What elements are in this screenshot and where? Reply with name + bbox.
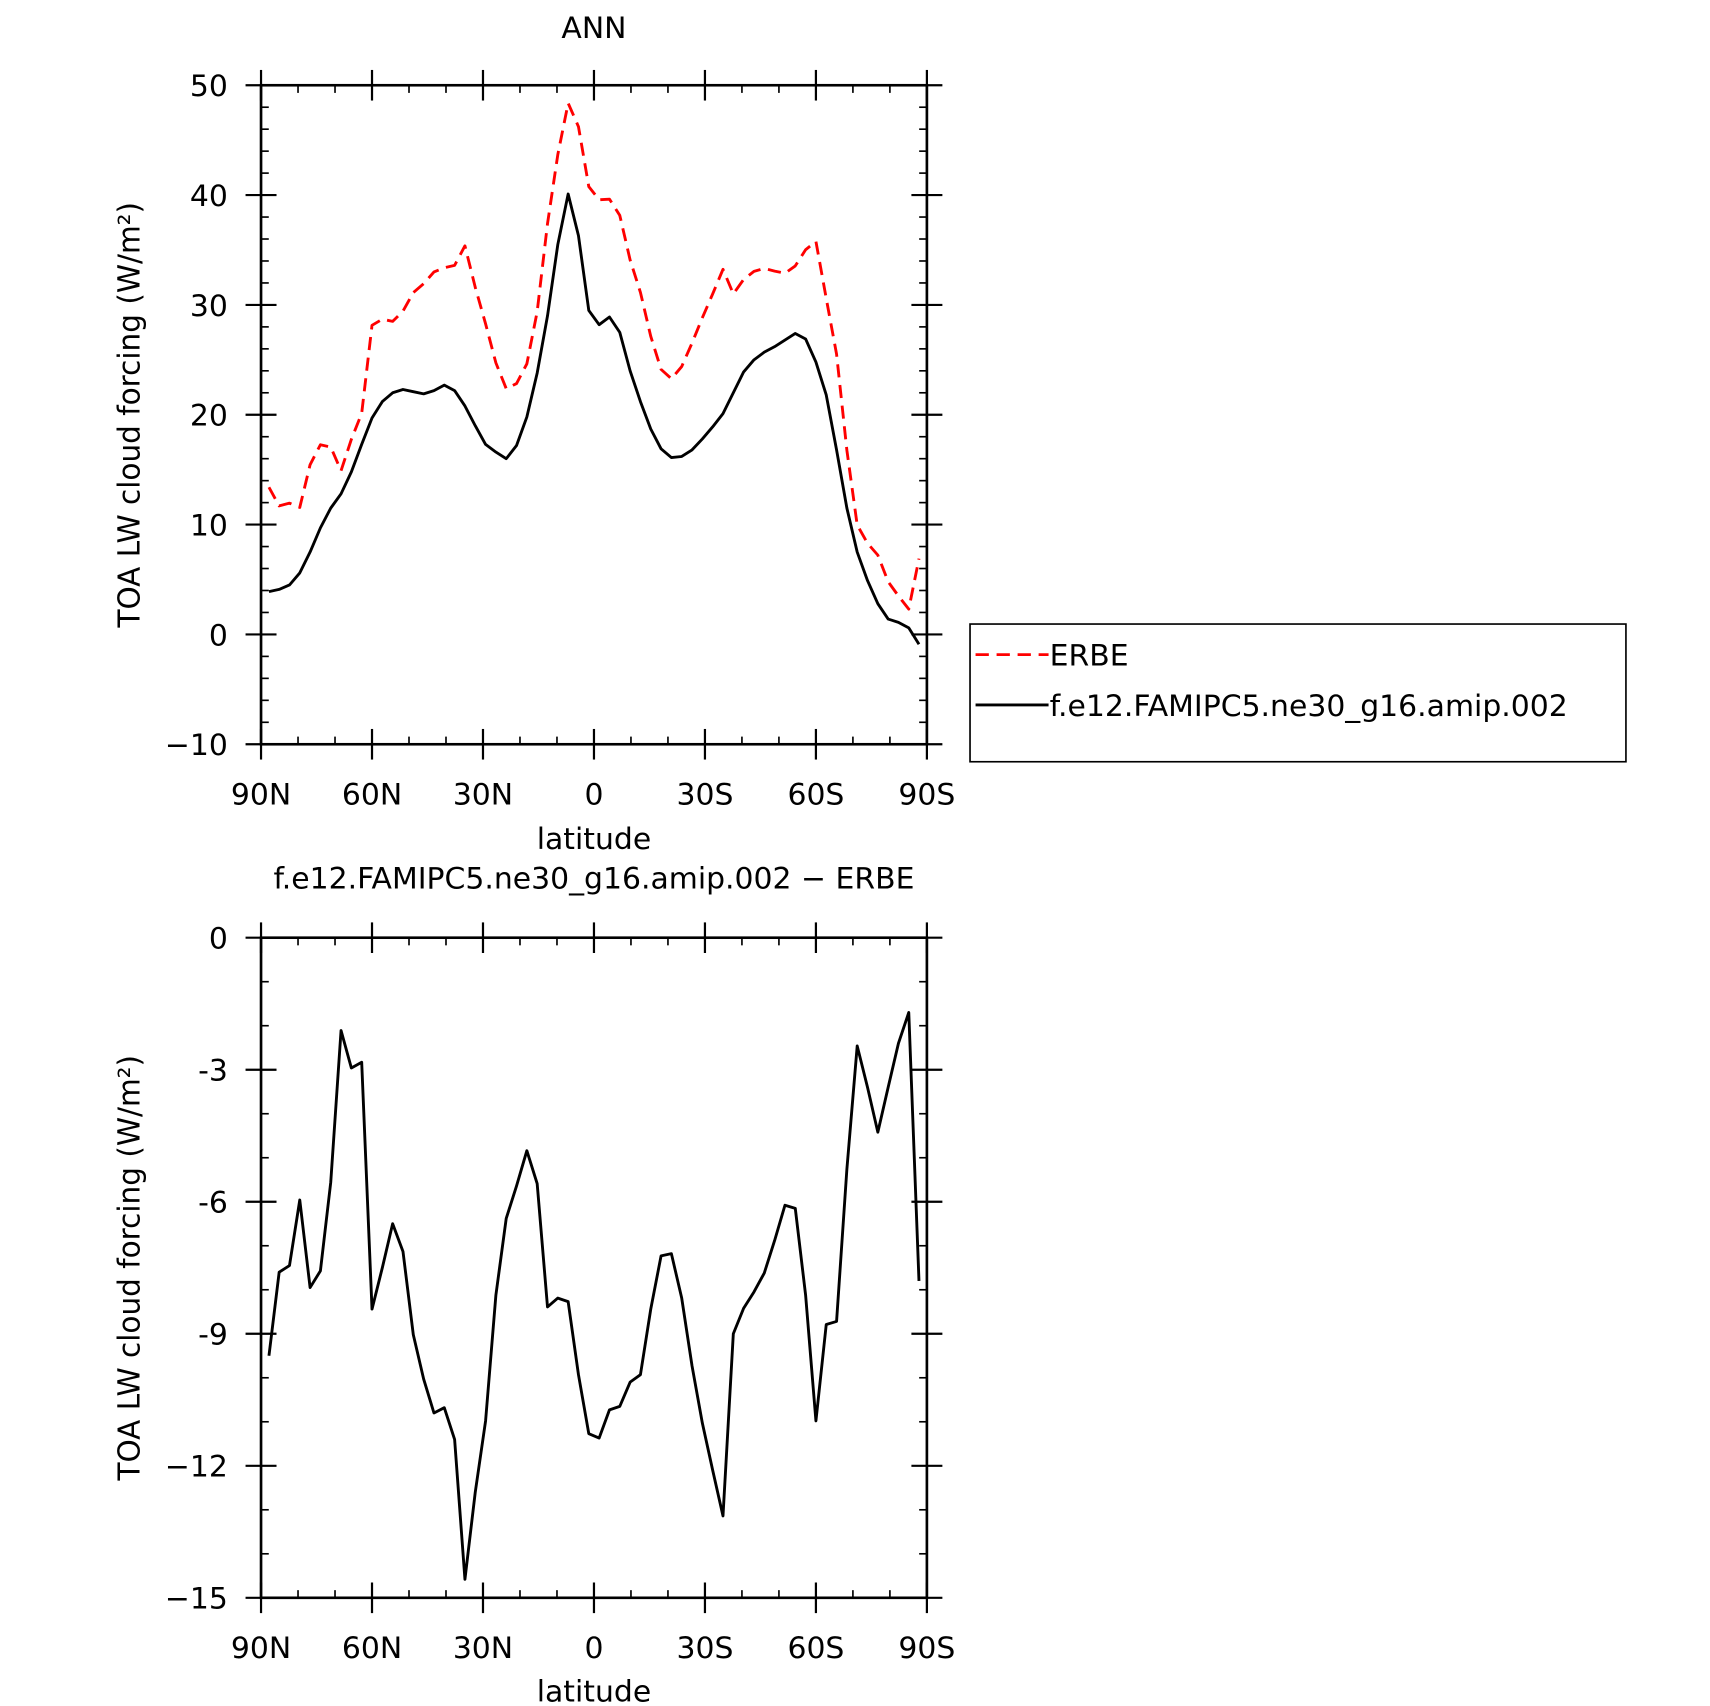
y-tick-label: 20 — [190, 398, 228, 433]
y-tick-label: 50 — [190, 68, 228, 103]
x-tick-label: 0 — [584, 1630, 603, 1665]
legend-box — [969, 623, 1627, 763]
x-tick-label: 90S — [898, 777, 955, 812]
x-tick-label: 60S — [787, 777, 844, 812]
y-tick-label: 30 — [190, 288, 228, 323]
plot-frame — [259, 936, 929, 1600]
y-tick-label: 0 — [209, 618, 228, 653]
y-tick-label: 40 — [190, 178, 228, 213]
data-line — [267, 1011, 921, 1581]
x-axis-label: latitude — [537, 821, 652, 856]
x-tick-label: 30S — [676, 777, 733, 812]
x-tick-label: 60N — [342, 1630, 402, 1665]
x-tick-label: 90S — [898, 1630, 955, 1665]
y-axis-label: TOA LW cloud forcing (W/m²) — [111, 202, 146, 629]
x-tick-label: 90N — [231, 777, 291, 812]
data-line — [268, 192, 921, 646]
x-axis-label: latitude — [537, 1674, 652, 1706]
x-tick-label: 90N — [231, 1630, 291, 1665]
x-tick-label: 60S — [787, 1630, 844, 1665]
x-tick-label: 30N — [453, 777, 513, 812]
x-tick-label: 0 — [584, 777, 603, 812]
y-tick-label: −15 — [165, 1581, 228, 1616]
y-tick-label: −12 — [165, 1449, 228, 1484]
chart-title: ANN — [561, 10, 626, 45]
y-tick-label: -6 — [198, 1185, 228, 1220]
y-tick-label: -3 — [198, 1053, 228, 1088]
legend-label: ERBE — [1050, 638, 1129, 673]
x-tick-label: 60N — [342, 777, 402, 812]
y-tick-label: −10 — [165, 727, 228, 762]
data-line — [267, 101, 921, 611]
x-tick-label: 30N — [453, 1630, 513, 1665]
plot-frame — [259, 83, 929, 746]
x-tick-label: 30S — [676, 1630, 733, 1665]
y-axis-label: TOA LW cloud forcing (W/m²) — [111, 1055, 146, 1482]
y-tick-label: -9 — [198, 1317, 228, 1352]
legend-label: f.e12.FAMIPC5.ne30_g16.amip.002 — [1050, 688, 1568, 723]
y-tick-label: 10 — [190, 508, 228, 543]
chart-title: f.e12.FAMIPC5.ne30_g16.amip.002 − ERBE — [273, 861, 914, 896]
y-tick-label: 0 — [209, 921, 228, 956]
